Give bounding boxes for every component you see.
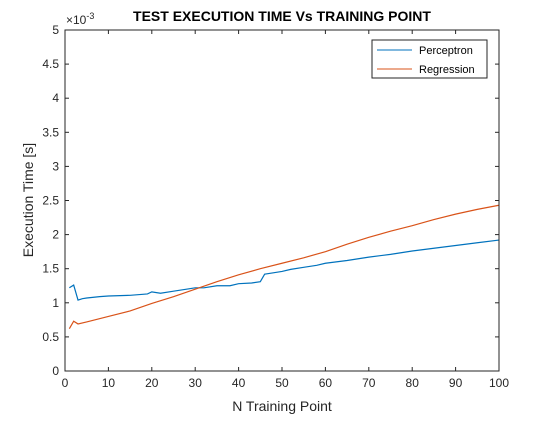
y-tick-label: 3.5 — [42, 125, 59, 139]
legend-label-regression: Regression — [419, 64, 475, 76]
x-tick-label: 90 — [449, 376, 463, 390]
y-exponent-base: ×10 — [66, 13, 87, 27]
y-tick-label: 1.5 — [42, 262, 59, 276]
y-tick-label: 4.5 — [42, 57, 59, 71]
plot-area — [65, 30, 499, 371]
series-layer — [68, 204, 500, 330]
x-tick-label: 70 — [362, 376, 376, 390]
y-tick-label: 2.5 — [42, 194, 59, 208]
y-tick-label: 4 — [52, 91, 59, 105]
y-axis-label: Execution Time [s] — [20, 143, 36, 257]
y-exponent-label: ×10-3 — [66, 11, 94, 27]
x-tick-label: 20 — [145, 376, 159, 390]
x-tick-label: 50 — [275, 376, 289, 390]
y-exponent-power: -3 — [86, 11, 94, 21]
y-tick-label: 3 — [52, 159, 59, 173]
x-tick-label: 40 — [232, 376, 246, 390]
y-tick-label: 0.5 — [42, 330, 59, 344]
x-tick-label: 80 — [406, 376, 420, 390]
x-axis-label: N Training Point — [232, 398, 332, 414]
x-tick-label: 10 — [102, 376, 116, 390]
x-tick-label: 0 — [62, 376, 69, 390]
series-line-perceptron — [69, 239, 500, 301]
y-ticks: 0 0.5 1 1.5 2 2.5 3 3.5 4 4.5 5 — [42, 23, 499, 378]
y-tick-label: 1 — [52, 296, 59, 310]
x-ticks: 0 10 20 30 40 50 60 70 80 90 100 — [62, 30, 509, 390]
x-tick-label: 60 — [319, 376, 333, 390]
legend-label-perceptron: Perceptron — [419, 45, 473, 57]
series-line-regression — [68, 204, 500, 330]
x-tick-label: 30 — [189, 376, 203, 390]
x-tick-label: 100 — [489, 376, 509, 390]
y-tick-label: 5 — [52, 23, 59, 37]
y-tick-label: 2 — [52, 228, 59, 242]
y-tick-label: 0 — [52, 364, 59, 378]
legend-box — [371, 39, 488, 79]
legend: Perceptron Regression — [371, 39, 488, 79]
chart-title: TEST EXECUTION TIME Vs TRAINING POINT — [133, 8, 431, 24]
